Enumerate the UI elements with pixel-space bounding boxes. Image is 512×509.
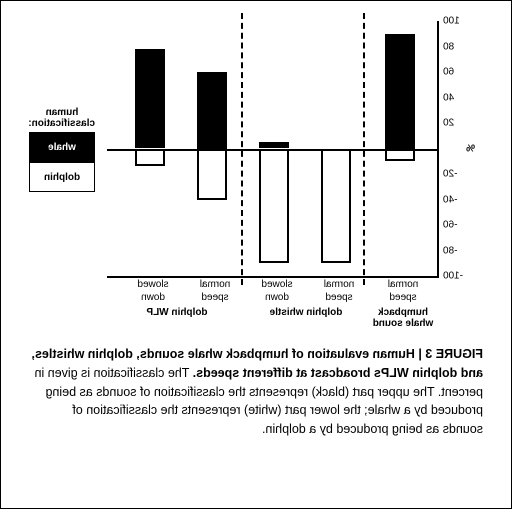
legend-item-whale: whale <box>29 132 95 162</box>
xlabel-humpback-normal: normal speed <box>377 279 429 304</box>
ytick-n100: -100 <box>443 271 475 282</box>
group-separator-1 <box>363 13 365 285</box>
group-title-humpback: humpback whale sound <box>367 307 439 329</box>
ytick-80: 80 <box>443 41 475 52</box>
ytick-60: 60 <box>443 67 475 78</box>
bar-wlp-slowed-dolphin <box>135 149 165 167</box>
group-separator-2 <box>241 13 243 285</box>
group-title-whistle: dolphin whistle <box>245 307 367 318</box>
xlabel-text: normal speed <box>189 279 241 304</box>
xlabel-wlp-normal: normal speed <box>189 279 241 304</box>
ytick-n80: -80 <box>443 245 475 256</box>
group-title-wlp: dolphin WLP <box>109 307 245 318</box>
bar-humpback-normal-whale <box>385 34 415 149</box>
figure-container: 100 80 60 40 20 % -20 -40 -60 -80 -100 <box>0 0 512 509</box>
bar-whistle-normal-dolphin <box>321 149 351 264</box>
xlabel-text: slowed down <box>251 279 303 304</box>
ytick-20: 20 <box>443 118 475 129</box>
chart: 100 80 60 40 20 % -20 -40 -60 -80 -100 <box>27 21 483 321</box>
xlabel-wlp-slowed: slowed down <box>127 279 179 304</box>
legend-item-dolphin: dolphin <box>29 162 95 192</box>
ytick-100: 100 <box>443 16 475 27</box>
xlabel-whistle-normal: normal speed <box>313 279 365 304</box>
bar-wlp-normal-whale <box>197 72 227 149</box>
bar-wlp-slowed-whale <box>135 49 165 148</box>
legend: human classification: whale dolphin <box>29 107 95 192</box>
xlabel-text: normal speed <box>313 279 365 304</box>
bar-whistle-slowed-dolphin <box>259 149 289 264</box>
ytick-40: 40 <box>443 92 475 103</box>
ytick-n20: -20 <box>443 169 475 180</box>
bar-wlp-normal-dolphin <box>197 149 227 200</box>
legend-title: human classification: <box>29 107 95 129</box>
y-axis-title: % <box>466 143 475 154</box>
xlabel-text: normal speed <box>377 279 429 304</box>
xlabel-text: slowed down <box>127 279 179 304</box>
xlabel-whistle-slowed: slowed down <box>251 279 303 304</box>
ytick-n60: -60 <box>443 220 475 231</box>
ytick-n40: -40 <box>443 194 475 205</box>
bar-humpback-normal-dolphin <box>385 149 415 162</box>
figure-caption: FIGURE 3 | Human evaluation of humpback … <box>29 345 483 439</box>
plot-area: 100 80 60 40 20 % -20 -40 -60 -80 -100 <box>107 21 439 278</box>
